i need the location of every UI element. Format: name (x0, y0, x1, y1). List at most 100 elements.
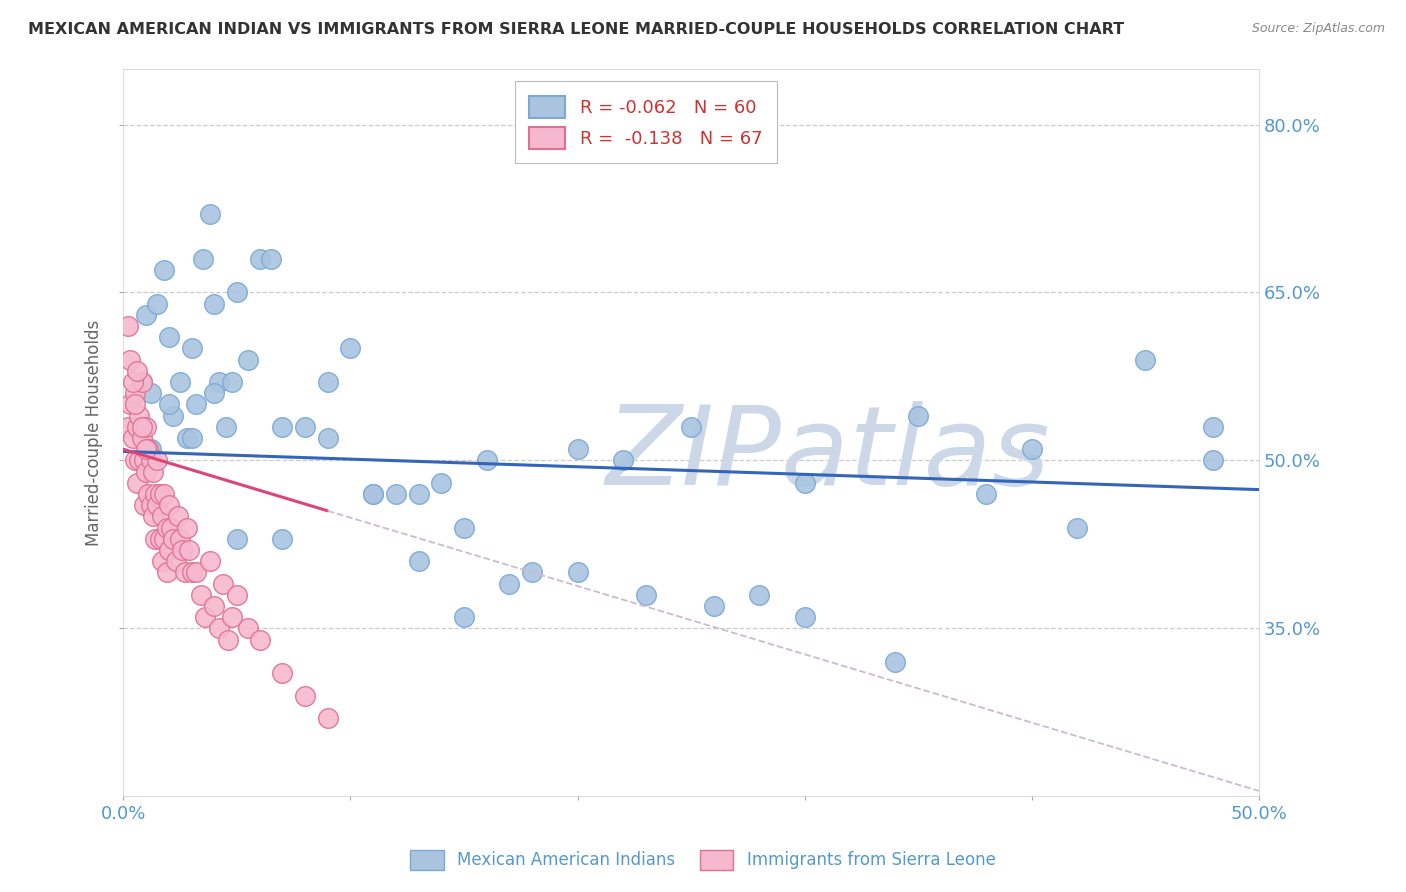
Point (153, 532, 176, 546)
Point (138, 487, 160, 501)
Point (703, 599, 725, 613)
Point (128, 409, 150, 423)
Point (453, 521, 475, 535)
Point (167, 509, 190, 524)
Point (176, 431, 198, 445)
Point (498, 576, 520, 591)
Point (361, 487, 384, 501)
Text: ZIPatlas: ZIPatlas (605, 401, 1049, 508)
Point (202, 296, 225, 310)
Point (157, 397, 180, 411)
Point (157, 498, 180, 512)
Point (793, 610, 815, 624)
Y-axis label: Married-couple Households: Married-couple Households (86, 319, 103, 546)
Point (249, 252, 271, 266)
Point (155, 566, 177, 580)
Point (408, 487, 430, 501)
Point (238, 622, 260, 636)
Point (194, 610, 217, 624)
Point (146, 453, 169, 467)
Point (139, 453, 162, 467)
Point (142, 465, 165, 479)
Point (208, 622, 231, 636)
Point (214, 420, 236, 434)
Point (907, 409, 929, 423)
Point (190, 588, 212, 602)
Point (884, 655, 907, 669)
Point (143, 487, 166, 501)
Point (430, 475, 453, 490)
Point (169, 375, 191, 389)
Point (226, 532, 249, 546)
Point (249, 632, 271, 647)
Point (125, 475, 148, 490)
Point (176, 521, 198, 535)
Point (138, 442, 160, 457)
Point (146, 296, 169, 310)
Point (748, 588, 770, 602)
Point (191, 252, 214, 266)
Point (162, 409, 184, 423)
Point (316, 711, 339, 725)
Point (157, 330, 180, 344)
Point (135, 308, 157, 322)
Point (974, 487, 997, 501)
Point (121, 431, 143, 445)
Point (120, 352, 142, 367)
Point (180, 342, 202, 356)
Point (475, 453, 498, 467)
Point (125, 420, 148, 434)
Point (117, 420, 139, 434)
Point (793, 475, 815, 490)
Point (153, 263, 176, 277)
Point (238, 352, 260, 367)
Point (184, 566, 207, 580)
Point (143, 532, 166, 546)
Point (180, 431, 202, 445)
Point (294, 420, 316, 434)
Point (208, 375, 231, 389)
Point (139, 386, 162, 401)
Point (132, 498, 155, 512)
Point (157, 543, 180, 558)
Point (128, 453, 150, 467)
Point (139, 498, 162, 512)
Point (131, 375, 153, 389)
Point (271, 666, 294, 681)
Point (124, 386, 146, 401)
Point (131, 431, 153, 445)
Legend: Mexican American Indians, Immigrants from Sierra Leone: Mexican American Indians, Immigrants fro… (404, 843, 1002, 877)
Point (1066, 521, 1088, 535)
Point (1021, 442, 1043, 457)
Point (135, 442, 157, 457)
Legend: R = -0.062   N = 60, R =  -0.138   N = 67: R = -0.062 N = 60, R = -0.138 N = 67 (515, 81, 776, 163)
Point (132, 453, 155, 467)
Point (160, 521, 183, 535)
Point (172, 543, 194, 558)
Point (1133, 352, 1156, 367)
Point (135, 420, 157, 434)
Point (567, 566, 589, 580)
Point (131, 375, 153, 389)
Point (271, 420, 294, 434)
Point (131, 420, 153, 434)
Point (149, 532, 172, 546)
Point (142, 509, 165, 524)
Text: MEXICAN AMERICAN INDIAN VS IMMIGRANTS FROM SIERRA LEONE MARRIED-COUPLE HOUSEHOLD: MEXICAN AMERICAN INDIAN VS IMMIGRANTS FR… (28, 22, 1125, 37)
Point (146, 498, 169, 512)
Point (221, 610, 243, 624)
Point (155, 521, 177, 535)
Point (1202, 420, 1225, 434)
Point (453, 610, 475, 624)
Point (221, 375, 243, 389)
Point (385, 487, 408, 501)
Point (316, 431, 339, 445)
Point (339, 342, 361, 356)
Point (149, 487, 172, 501)
Point (135, 465, 157, 479)
Point (162, 532, 184, 546)
Point (226, 285, 249, 300)
Point (169, 532, 191, 546)
Point (1202, 453, 1225, 467)
Point (173, 566, 195, 580)
